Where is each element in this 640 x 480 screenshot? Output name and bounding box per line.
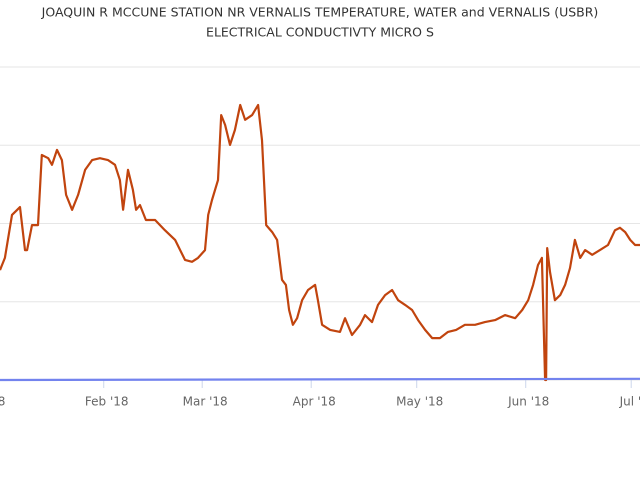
x-tick-label: Jun '18	[507, 395, 549, 409]
series-line	[0, 103, 640, 382]
chart-title: JOAQUIN R MCCUNE STATION NR VERNALIS TEM…	[41, 5, 599, 20]
x-tick-label: 18	[0, 395, 5, 409]
series-line	[0, 377, 640, 382]
x-tick-label: Jul '1	[619, 395, 640, 409]
x-tick-label: Mar '18	[183, 395, 228, 409]
x-tick-label: Feb '18	[85, 395, 129, 409]
x-tick-label: Apr '18	[293, 395, 336, 409]
chart-subtitle: ELECTRICAL CONDUCTIVTY MICRO S	[206, 25, 434, 40]
x-tick-label: May '18	[396, 395, 443, 409]
